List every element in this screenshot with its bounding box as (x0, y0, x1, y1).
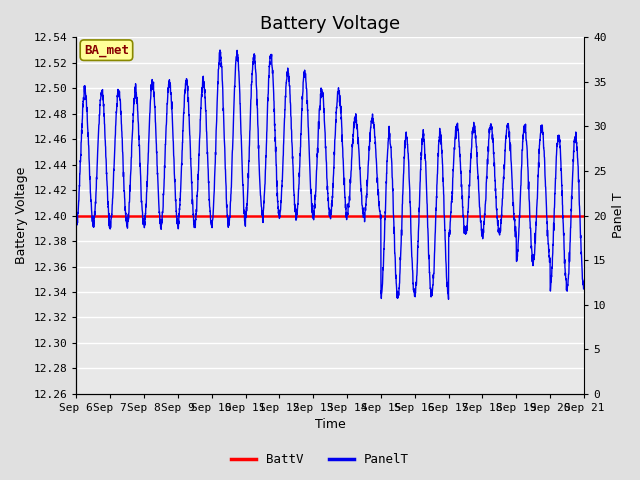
Legend: BattV, PanelT: BattV, PanelT (227, 448, 413, 471)
Y-axis label: Battery Voltage: Battery Voltage (15, 167, 28, 264)
Title: Battery Voltage: Battery Voltage (260, 15, 400, 33)
Text: BA_met: BA_met (84, 44, 129, 57)
X-axis label: Time: Time (315, 419, 346, 432)
Y-axis label: Panel T: Panel T (612, 193, 625, 239)
